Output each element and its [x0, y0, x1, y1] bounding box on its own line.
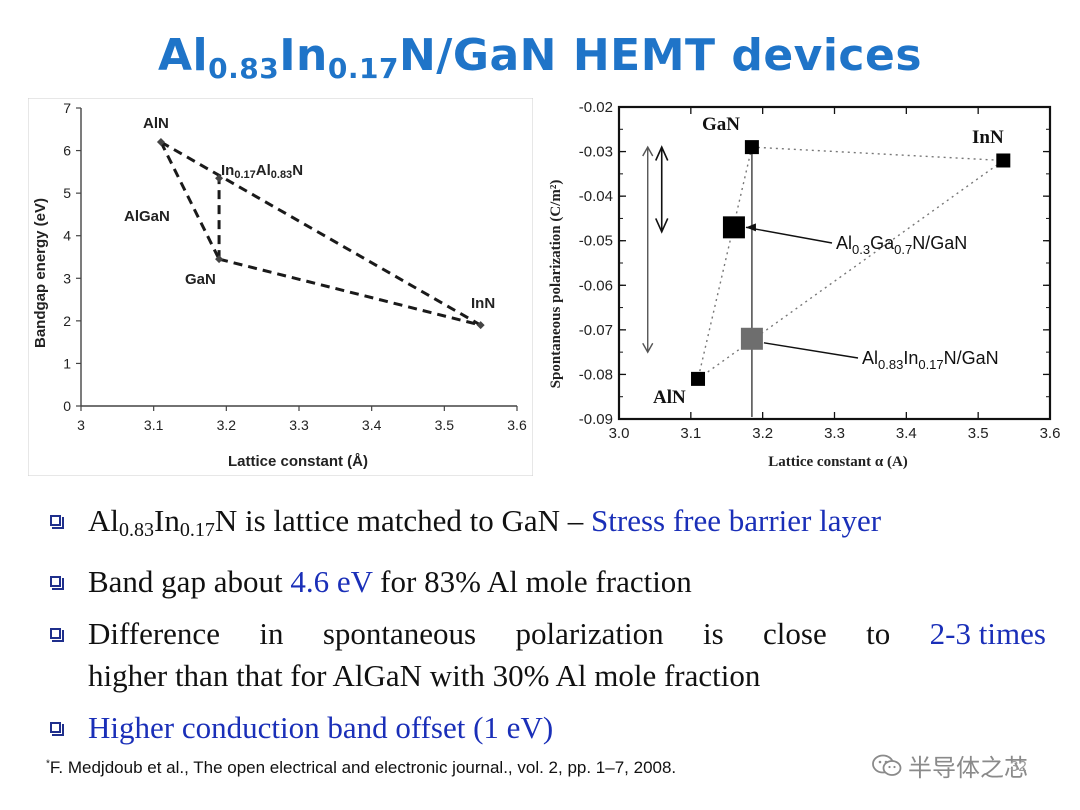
arrowhead — [655, 218, 669, 234]
data-point-inn — [476, 321, 485, 330]
data-point-alinn — [740, 327, 763, 350]
checkbox-bullet-icon — [50, 576, 64, 590]
label-aln: AlN — [143, 115, 169, 132]
pointer-line-algan — [745, 226, 833, 244]
x-axis-label: Lattice constant (Å) — [228, 453, 368, 470]
data-point-gan — [744, 140, 759, 155]
bullet-polarization: Difference in spontaneous polarization is clo… — [46, 613, 1046, 697]
x-tick-label: 3.1 — [680, 425, 701, 442]
arrowhead — [642, 145, 654, 157]
data-point-aln — [156, 138, 165, 147]
label-inaln: In0.17Al0.83N — [221, 162, 303, 181]
y-tick-label: -0.02 — [579, 99, 613, 116]
y-tick-label: -0.04 — [579, 188, 613, 205]
y-tick-label: 1 — [63, 355, 71, 371]
x-tick-label: 3.2 — [217, 417, 237, 433]
x-tick-label: 3.0 — [609, 425, 630, 442]
x-tick-label: 3.6 — [507, 417, 527, 433]
x-tick-label: 3.5 — [435, 417, 455, 433]
bullet-band-gap: Band gap about 4.6 eV for 83% Al mole fr… — [46, 561, 1046, 603]
y-tick-label: -0.08 — [579, 366, 613, 383]
slide-title: Al0.83In0.17N/GaN HEMT devices — [157, 30, 923, 85]
x-tick-label: 3.6 — [1040, 425, 1061, 442]
y-tick-label: 5 — [63, 185, 71, 201]
x-tick-label: 3.4 — [896, 425, 917, 442]
y-tick-label: -0.09 — [579, 411, 613, 428]
x-tick-label: 3.4 — [362, 417, 382, 433]
bandgap-chart: 3 3.1 3.2 3.3 3.4 3.5 3.6 0 1 2 3 4 5 6 7 Lattice cons… — [27, 97, 534, 477]
x-tick-label: 3.5 — [968, 425, 989, 442]
data-point-algan — [722, 216, 745, 239]
x-tick-label: 3 — [77, 417, 85, 433]
arrowhead — [655, 145, 669, 161]
y-tick-label: 3 — [63, 270, 71, 286]
dotted-line-aln-inn — [697, 159, 1004, 380]
data-point-gan — [215, 255, 224, 264]
data-point-in0-17al0-83n — [215, 174, 224, 183]
arrowhead — [642, 342, 654, 354]
dotted-line-gan-aln — [697, 146, 753, 380]
data-point-inn — [996, 153, 1011, 168]
y-tick-label: -0.06 — [579, 277, 613, 294]
bullet-band-offset: Higher conduction band offset (1 eV) — [46, 707, 1046, 749]
y-tick-label: -0.03 — [579, 144, 613, 161]
y-tick-label: 2 — [63, 313, 71, 329]
footnote: *F. Medjdoub et al., The open electrical… — [46, 758, 677, 777]
checkbox-bullet-icon — [50, 722, 64, 736]
label-alinn: Al0.83In0.17N/GaN — [862, 348, 999, 372]
y-axis-label: Spontaneous polarization (C/m²) — [548, 180, 564, 389]
pointer-arrowhead-algan — [745, 223, 756, 232]
label-algan: AlGaN — [124, 208, 170, 225]
x-axis-label: Lattice constant α (A) — [768, 454, 908, 470]
dashed-connector-line — [160, 140, 482, 327]
pointer-line-alinn — [763, 342, 859, 359]
y-axis-label: Bandgap energy (eV) — [32, 198, 49, 348]
bullet-list: Al0.83In0.17N is lattice matched to GaN … — [46, 500, 1046, 759]
x-tick-label: 3.3 — [289, 417, 309, 433]
checkbox-bullet-icon — [50, 515, 64, 529]
label-algan: Al0.3Ga0.7N/GaN — [836, 233, 967, 257]
y-tick-label: 0 — [63, 398, 71, 414]
x-tick-label: 3.2 — [752, 425, 773, 442]
x-tick-label: 3.1 — [144, 417, 164, 433]
page-number: 32 — [1010, 758, 1027, 775]
label-gan: GaN — [702, 114, 740, 135]
watermark: 半导体之芯 — [872, 748, 1028, 783]
label-inn: InN — [471, 295, 495, 312]
y-tick-label: 4 — [63, 228, 71, 244]
y-tick-label: -0.07 — [579, 322, 613, 339]
polarization-chart: 3.0 3.1 3.2 3.3 3.4 3.5 3.6 -0.02 -0.03 -0.04 -0.0… — [540, 94, 1065, 479]
label-inn: InN — [972, 127, 1004, 148]
y-tick-label: -0.05 — [579, 233, 613, 250]
label-gan: GaN — [185, 271, 216, 288]
bullet-lattice-match: Al0.83In0.17N is lattice matched to GaN … — [46, 500, 1046, 551]
y-tick-label: 6 — [63, 143, 71, 159]
checkbox-bullet-icon — [50, 628, 64, 642]
wechat-icon — [872, 754, 902, 776]
y-tick-label: 7 — [63, 100, 71, 116]
dashed-connector-line — [159, 141, 221, 260]
label-aln: AlN — [653, 387, 686, 408]
data-point-aln — [691, 371, 706, 386]
x-tick-label: 3.3 — [824, 425, 845, 442]
